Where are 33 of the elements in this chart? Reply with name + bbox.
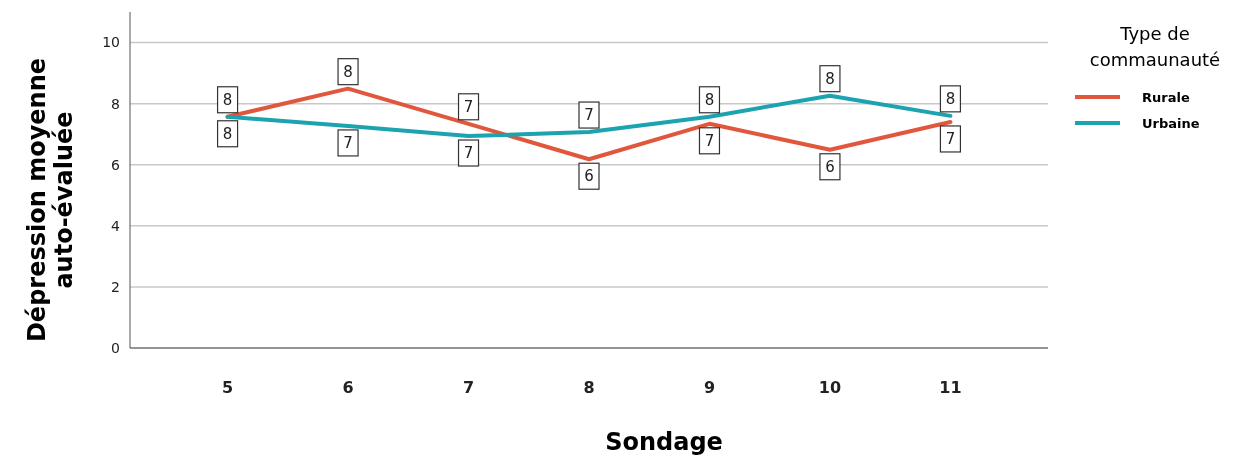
data-label: 8 <box>343 62 353 81</box>
x-tick-label: 5 <box>222 378 234 397</box>
data-label: 7 <box>463 144 474 163</box>
x-tick-label: 9 <box>703 378 716 397</box>
data-label: 8 <box>222 91 233 110</box>
data-label: 7 <box>584 106 594 125</box>
data-label: 8 <box>945 90 956 109</box>
data-label: 8 <box>704 91 715 110</box>
y-tick-label: 8 <box>111 95 120 112</box>
y-tick-label: 10 <box>102 34 120 51</box>
y-tick-label: 6 <box>111 156 121 173</box>
x-tick-label: 8 <box>583 378 595 397</box>
legend-title: Type de commaunauté <box>1089 23 1221 70</box>
data-label: 7 <box>343 134 353 153</box>
x-tick-label: 6 <box>342 378 354 397</box>
line-series <box>225 86 953 162</box>
x-axis-title: Sondage <box>605 428 723 456</box>
data-label: 6 <box>825 158 835 177</box>
y-tick-label: 2 <box>111 278 120 295</box>
y-tick-label: 0 <box>111 339 120 356</box>
data-label: 7 <box>945 130 956 149</box>
data-label: 7 <box>704 132 715 151</box>
legend-label: Rurale <box>1142 89 1190 105</box>
data-label: 8 <box>825 69 835 88</box>
data-label: 7 <box>463 98 474 117</box>
x-tick-label: 11 <box>939 378 962 397</box>
x-tick-label: 7 <box>462 378 475 397</box>
y-axis-title: Dépression moyenne auto-évaluée <box>22 57 79 343</box>
legend-label: Urbaine <box>1142 115 1200 131</box>
y-tick-label: 4 <box>111 217 121 234</box>
data-label: 6 <box>584 167 594 186</box>
x-tick-label: 10 <box>818 378 842 397</box>
data-label: 8 <box>222 125 233 144</box>
